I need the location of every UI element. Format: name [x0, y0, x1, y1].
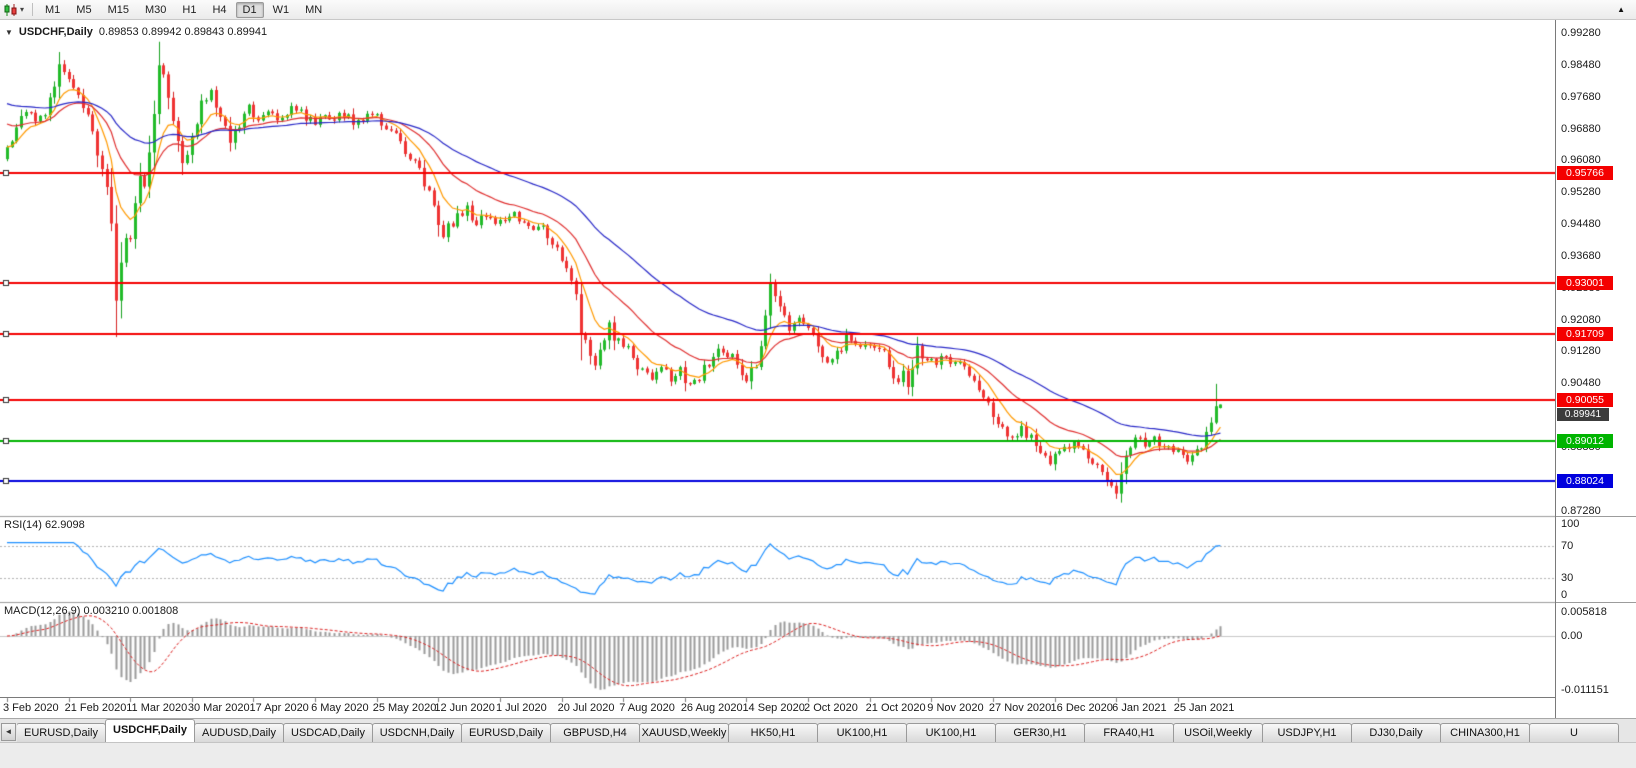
tab-usoil-weekly[interactable]: USOil,Weekly: [1173, 723, 1263, 742]
date-axis-label: 2 Oct 2020: [804, 702, 858, 714]
price-tag-0.95766: 0.95766: [1557, 166, 1613, 180]
date-axis-label: 6 Jan 2021: [1112, 702, 1167, 714]
timeframe-button-m1[interactable]: M1: [45, 3, 61, 16]
timeframe-button-w1[interactable]: W1: [272, 3, 290, 16]
tab-scroll-left-button[interactable]: ◄: [1, 723, 16, 741]
timeframe-button-h1[interactable]: H1: [182, 3, 197, 16]
toolbar-separator: [32, 3, 34, 16]
tab-gbpusd-h4[interactable]: GBPUSD,H4: [550, 723, 640, 742]
date-axis-label: 30 Mar 2020: [187, 702, 250, 714]
price-tag-0.91709: 0.91709: [1557, 327, 1613, 341]
pane-separator[interactable]: [1556, 602, 1636, 603]
rsi-axis-label: 0: [1561, 589, 1568, 601]
price-axis-label: 0.87280: [1561, 504, 1601, 517]
toolbar-overflow-icon[interactable]: ▲: [1617, 5, 1625, 14]
tab-eurusd-daily[interactable]: EURUSD,Daily: [461, 723, 551, 742]
date-axis[interactable]: 3 Feb 2020 21 Feb 2020 11 Mar 2020 30 Mar 2…: [0, 697, 1556, 718]
pane-separator[interactable]: [1556, 516, 1636, 517]
timeframe-button-h4[interactable]: H4: [212, 3, 227, 16]
rsi-label: RSI(14) 62.9098: [4, 519, 85, 531]
price-axis-label: 0.97680: [1561, 90, 1601, 103]
macd-axis-label: 0.005818: [1561, 606, 1607, 618]
bid-price-tag: 0.89941: [1557, 408, 1609, 421]
tab-uk100-h1[interactable]: UK100,H1: [817, 723, 907, 742]
macd-axis-label: -0.011151: [1561, 684, 1609, 696]
date-axis-label: 7 Aug 2020: [619, 702, 675, 714]
tab-china300-h1[interactable]: CHINA300,H1: [1440, 723, 1530, 742]
price-axis-label: 0.91280: [1561, 345, 1601, 358]
price-axis-label: 0.90480: [1561, 377, 1601, 390]
rsi-axis-label: 30: [1561, 571, 1574, 584]
date-axis-label: 14 Sep 2020: [742, 702, 805, 714]
date-axis-label: 11 Mar 2020: [126, 702, 188, 714]
tab-fra40-h1[interactable]: FRA40,H1: [1084, 723, 1174, 742]
price-axis-label: 0.93680: [1561, 249, 1601, 262]
tab-dj30-daily[interactable]: DJ30,Daily: [1351, 723, 1441, 742]
tab-usdchf-daily[interactable]: USDCHF,Daily: [105, 719, 195, 742]
rsi-axis-label: 70: [1561, 539, 1574, 552]
chart-canvas[interactable]: [0, 20, 1556, 718]
tab-u[interactable]: U: [1529, 723, 1619, 742]
date-axis-label: 3 Feb 2020: [3, 702, 59, 714]
timeframe-button-m5[interactable]: M5: [76, 3, 92, 16]
toolbar: ▾ M1 M5 M15 M30 H1 H4 D1 W1 MN ▲: [0, 0, 1636, 20]
date-axis-label: 25 Jan 2021: [1173, 702, 1235, 714]
tab-eurusd-daily[interactable]: EURUSD,Daily: [17, 723, 106, 742]
date-axis-label: 26 Aug 2020: [680, 702, 743, 714]
price-tag-0.90055: 0.90055: [1557, 393, 1613, 407]
timeframe-button-d1[interactable]: D1: [235, 1, 264, 18]
date-axis-label: 6 May 2020: [311, 702, 369, 714]
date-axis-label: 1 Jul 2020: [495, 702, 547, 714]
price-axis-label: 0.96880: [1561, 122, 1601, 135]
chart-header: ▼ USDCHF,Daily 0.89853 0.89942 0.89843 0…: [5, 26, 267, 38]
macd-label: MACD(12,26,9) 0.003210 0.001808: [4, 605, 179, 617]
symbol-collapse-icon[interactable]: ▼: [5, 27, 13, 37]
tab-hk50-h1[interactable]: HK50,H1: [728, 723, 818, 742]
price-axis-label: 0.92080: [1561, 313, 1601, 326]
price-axis-label: 0.95280: [1561, 186, 1601, 199]
date-axis-label: 16 Dec 2020: [1050, 702, 1113, 714]
price-axis-label: 0.98480: [1561, 58, 1601, 71]
price-tag-0.93001: 0.93001: [1557, 276, 1613, 290]
date-axis-label: 9 Nov 2020: [927, 702, 984, 714]
price-axis-label: 0.99280: [1561, 27, 1601, 39]
chart-tab-bar: ◄ EURUSD,Daily USDCHF,Daily AUDUSD,Daily US…: [0, 718, 1636, 742]
chart-ohlc-values: 0.89853 0.89942 0.89843 0.89941: [98, 26, 268, 38]
chart-tabs: EURUSD,Daily USDCHF,Daily AUDUSD,Daily USDC…: [17, 718, 1636, 742]
macd-axis-label: 0.00: [1561, 630, 1583, 642]
tab-audusd-daily[interactable]: AUDUSD,Daily: [194, 723, 284, 742]
rsi-axis-label: 100: [1561, 518, 1580, 530]
chart-type-icon[interactable]: [3, 3, 19, 17]
timeframe-buttons: M1 M5 M15 M30 H1 H4 D1 W1 MN: [37, 1, 330, 18]
date-axis-label: 12 Jun 2020: [434, 702, 495, 714]
timeframe-button-m30[interactable]: M30: [144, 3, 167, 16]
chart-type-caret-icon[interactable]: ▾: [20, 5, 25, 14]
chart-area: ▼ USDCHF,Daily 0.89853 0.89942 0.89843 0…: [0, 20, 1636, 718]
timeframe-button-mn[interactable]: MN: [305, 3, 323, 16]
date-axis-label: 21 Oct 2020: [865, 702, 926, 714]
timeframe-button-m15[interactable]: M15: [107, 3, 129, 16]
tab-xauusd-weekly[interactable]: XAUUSD,Weekly: [639, 723, 729, 742]
date-axis-label: 20 Jul 2020: [557, 702, 615, 714]
tab-usdcad-daily[interactable]: USDCAD,Daily: [283, 723, 373, 742]
price-axis-label: 0.94480: [1561, 218, 1601, 231]
price-tag-0.88024: 0.88024: [1557, 474, 1613, 488]
status-bar: [0, 742, 1636, 768]
tab-usdcnh-daily[interactable]: USDCNH,Daily: [372, 723, 462, 742]
price-tag-0.89012: 0.89012: [1557, 434, 1613, 448]
price-axis-label: 0.96080: [1561, 154, 1601, 167]
tab-ger30-h1[interactable]: GER30,H1: [995, 723, 1085, 742]
date-axis-label: 17 Apr 2020: [249, 702, 309, 714]
tab-usdjpy-h1[interactable]: USDJPY,H1: [1262, 723, 1352, 742]
tab-uk100-h1[interactable]: UK100,H1: [906, 723, 996, 742]
chart-symbol-label: USDCHF,Daily: [18, 26, 93, 38]
price-axis[interactable]: 0.99280 0.98480 0.97680 0.96880 0.96080 0.952…: [1555, 20, 1636, 718]
date-axis-label: 21 Feb 2020: [64, 702, 127, 714]
date-axis-label: 25 May 2020: [372, 702, 437, 714]
date-axis-label: 27 Nov 2020: [988, 702, 1052, 714]
